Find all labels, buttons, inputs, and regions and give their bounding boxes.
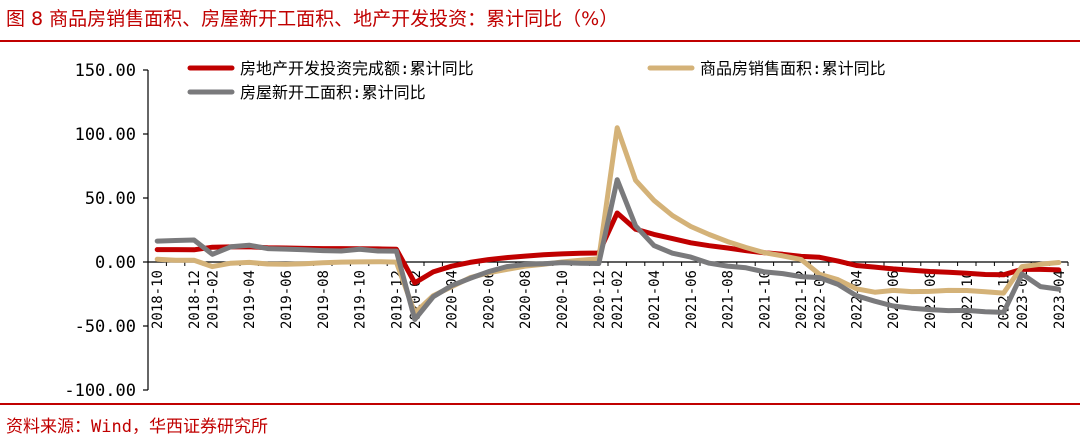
y-tick-label: -100.00 (64, 381, 136, 401)
y-tick-label: 0.00 (95, 253, 136, 273)
x-tick-label: 2019-12 (389, 270, 405, 329)
series-line-2 (154, 177, 1062, 322)
bottom-rule (0, 403, 1080, 405)
top-rule (0, 40, 1080, 42)
x-tick-label: 2023-04 (1052, 270, 1068, 329)
source-note: 资料来源：Wind，华西证券研究所 (6, 417, 268, 437)
x-tick-label: 2019-08 (316, 270, 332, 329)
x-tick-label: 2020-12 (592, 270, 608, 329)
x-tick-label: 2021-02 (610, 270, 626, 329)
y-tick-label: 100.00 (75, 125, 136, 145)
x-tick-label: 2019-02 (205, 270, 221, 329)
x-tick-label: 2019-04 (242, 270, 258, 329)
legend-label-0: 房地产开发投资完成额:累计同比 (240, 59, 474, 78)
figure-title: 图 8 商品房销售面积、房屋新开工面积、地产开发投资：累计同比（%） (6, 8, 619, 30)
x-tick-label: 2021-08 (721, 270, 737, 329)
x-tick-label: 2020-06 (481, 270, 497, 329)
x-tick-label: 2018-12 (187, 270, 203, 329)
x-tick-label: 2022-06 (886, 270, 902, 329)
x-tick-label: 2020-10 (555, 270, 571, 329)
x-tick-label: 2021-04 (647, 270, 663, 329)
x-tick-label: 2020-08 (518, 270, 534, 329)
legend-label-2: 房屋新开工面积:累计同比 (240, 83, 426, 102)
x-tick-label: 2021-10 (757, 270, 773, 329)
y-tick-label: 150.00 (75, 61, 136, 81)
x-tick-label: 2018-10 (150, 270, 166, 329)
y-tick-label: 50.00 (85, 189, 136, 209)
series-line-1 (154, 125, 1062, 316)
x-tick-label: 2022-02 (813, 270, 829, 329)
y-tick-label: -50.00 (75, 317, 136, 337)
x-tick-label: 2021-12 (794, 270, 810, 329)
series-layer (154, 125, 1062, 322)
y-axis: 150.00 100.00 50.00 0.00 -50.00 -100.00 (64, 61, 149, 401)
x-tick-label: 2022-10 (960, 270, 976, 329)
x-tick-label: 2020-04 (445, 270, 461, 329)
x-tick-label: 2022-08 (923, 270, 939, 329)
x-tick-label: 2019-10 (353, 270, 369, 329)
legend-label-1: 商品房销售面积:累计同比 (700, 59, 886, 78)
x-tick-label: 2019-06 (279, 270, 295, 329)
x-tick-label: 2021-06 (684, 270, 700, 329)
